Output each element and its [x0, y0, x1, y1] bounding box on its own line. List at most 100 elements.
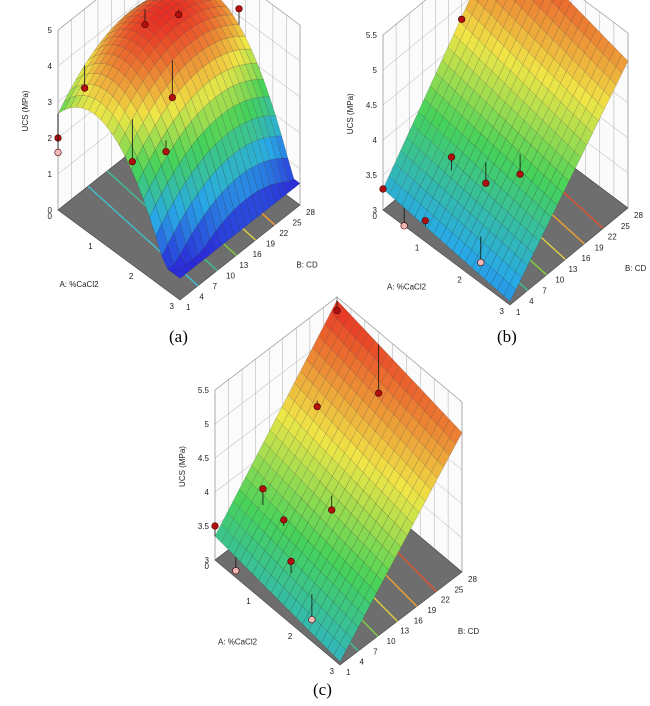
- wall-gridline: [382, 0, 469, 71]
- design-point-above: [328, 506, 336, 514]
- surface-cell: [424, 399, 438, 418]
- surface-cell: [411, 386, 425, 405]
- x-tick-label: 0: [373, 212, 378, 221]
- y-tick-label: 10: [226, 271, 235, 280]
- y-tick-label: 16: [582, 254, 591, 263]
- caption-c: (c): [313, 680, 332, 699]
- surface-cell: [475, 0, 479, 3]
- x-axis: 0 1 2 3 A: %CaCl2: [48, 212, 175, 311]
- z-tick-label: 5: [205, 420, 210, 429]
- y-tick-label: 22: [441, 596, 450, 605]
- y-tick-label: 1: [186, 303, 191, 312]
- x-axis: 0 1 2 3 A: %CaCl2: [373, 212, 505, 316]
- surface-cell: [418, 392, 432, 412]
- x-tick-label: 0: [48, 212, 53, 221]
- y-tick-label: 7: [213, 282, 218, 291]
- z-tick-label: 5: [48, 26, 53, 35]
- y-axis: 147 10 13 16 19 22 25 28 B: CD: [516, 211, 647, 317]
- x-axis: 0 1 2 3 A: %CaCl2: [205, 562, 335, 676]
- y-tick-label: 10: [555, 276, 564, 285]
- design-point-above: [175, 11, 183, 19]
- y-tick-label: 4: [360, 658, 365, 667]
- design-points: [211, 300, 383, 624]
- y-tick-label: 19: [595, 243, 604, 252]
- design-point-above: [447, 153, 456, 161]
- surface-cell: [436, 412, 450, 432]
- y-tick-label: 25: [621, 222, 630, 231]
- y-axis-title: B: CD: [458, 627, 480, 636]
- response-surface: [214, 300, 463, 662]
- surface-cell: [449, 425, 463, 445]
- y-tick-label: 28: [306, 208, 315, 217]
- y-tick-label: 1: [516, 308, 521, 317]
- surface-cell: [552, 0, 563, 9]
- z-axis: 0 1 2 3 4 5 UCS (MPa): [21, 26, 53, 215]
- z-tick-label: 0: [48, 206, 53, 215]
- design-point-below: [54, 148, 62, 156]
- x-tick-label: 0: [205, 562, 210, 571]
- design-point-below: [400, 222, 408, 230]
- surface-cell: [160, 0, 173, 4]
- design-point-above: [379, 185, 387, 193]
- surface-cell: [514, 0, 526, 9]
- wall-gridline: [214, 296, 338, 391]
- surface-cell: [141, 0, 148, 4]
- z-tick-label: 2: [48, 134, 53, 143]
- z-axis-title: UCS (MPa): [346, 93, 355, 134]
- z-tick-label: 4: [48, 62, 53, 71]
- z-tick-label: 3: [205, 556, 210, 565]
- surface-cell: [496, 0, 507, 9]
- design-point-above: [235, 5, 243, 13]
- x-tick-label: 2: [288, 632, 293, 641]
- surface-cell: [443, 419, 457, 438]
- surface-cell: [531, 0, 535, 3]
- design-point-above: [141, 21, 149, 29]
- design-point-below: [477, 258, 485, 267]
- z-tick-label: 5.5: [366, 31, 378, 40]
- z-tick-label: 1: [48, 170, 53, 179]
- design-point-above: [211, 522, 219, 530]
- design-points: [54, 5, 243, 166]
- y-tick-label: 7: [373, 647, 378, 656]
- x-tick-label: 1: [246, 597, 251, 606]
- surface-cell: [281, 157, 295, 182]
- surface-cell: [336, 306, 350, 326]
- y-tick-label: 13: [568, 265, 577, 274]
- caption-a: (a): [169, 327, 188, 346]
- surface-cell: [214, 0, 228, 7]
- design-point-above: [421, 217, 429, 225]
- design-point-above: [482, 179, 490, 187]
- surface-plot-b: 3 3.5 4 4.5 5 5.5 UCS (MPa) 0 1 2 3 A: %CaCl2 1 4 7 10 1…: [325, 0, 650, 320]
- design-point-above: [287, 557, 295, 565]
- y-tick-label: 25: [454, 585, 463, 594]
- y-axis-title: B: CD: [625, 264, 647, 273]
- design-point-above: [168, 93, 176, 102]
- z-tick-label: 4.5: [366, 101, 378, 110]
- y-tick-label: 19: [266, 240, 275, 249]
- y-tick-label: 22: [608, 233, 617, 242]
- surface-cell: [153, 0, 163, 2]
- y-axis: 147 10 13 16 19 22 25 28 B: CD: [346, 575, 479, 677]
- y-tick-label: 4: [529, 297, 534, 306]
- y-tick-label: 7: [542, 286, 547, 295]
- wall-gridline: [57, 0, 142, 67]
- x-tick-label: 3: [500, 307, 505, 316]
- z-axis-title: UCS (MPa): [178, 446, 187, 487]
- z-tick-label: 3: [48, 98, 53, 107]
- surface-cell: [430, 405, 444, 425]
- surface-cell: [477, 0, 489, 9]
- x-axis-title: A: %CaCl2: [59, 280, 99, 289]
- z-tick-label: 3.5: [366, 171, 378, 180]
- surface-plot-c: 3 3.5 4 4.5 5 5.5 UCS (MPa) 0 1 2 3 A: %CaCl2 1 4 7 10 1…: [160, 296, 490, 677]
- y-tick-label: 13: [400, 627, 409, 636]
- design-point-above: [128, 158, 136, 166]
- surface-cell: [558, 0, 572, 16]
- z-tick-label: 3.5: [198, 522, 210, 531]
- surface-cell: [550, 0, 554, 3]
- response-surface: [382, 0, 629, 302]
- z-tick-label: 4.5: [198, 454, 210, 463]
- design-point-above: [81, 84, 89, 92]
- y-tick-label: 22: [279, 229, 288, 238]
